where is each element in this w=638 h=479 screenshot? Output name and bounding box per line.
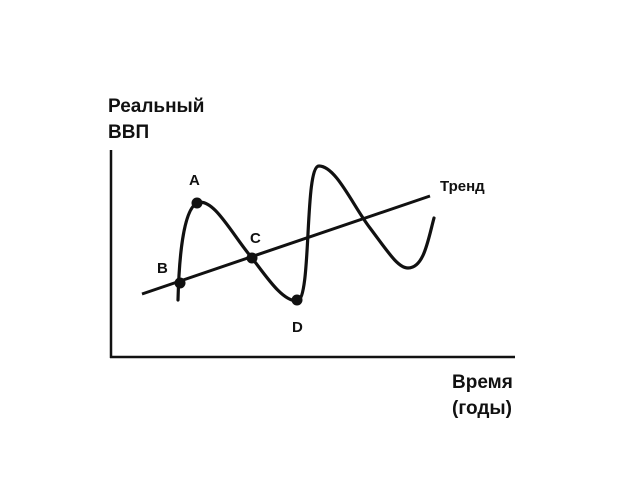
business-cycle-curve [176, 164, 436, 303]
point-a-label: A [189, 172, 200, 189]
trend-label: Тренд [440, 178, 485, 195]
point-d-label: D [292, 319, 303, 336]
point-a-marker [191, 197, 203, 209]
y-axis-label-line2: ВВП [108, 122, 149, 143]
point-d-marker [291, 294, 303, 306]
x-axis-label-line1: Время [452, 372, 513, 393]
x-axis-label-line2: (годы) [452, 398, 512, 419]
point-c-marker [246, 252, 258, 264]
y-axis-label-line1: Реальный [108, 96, 204, 117]
point-b-marker [174, 277, 186, 289]
trend-line [141, 194, 431, 296]
point-c-label: C [250, 230, 261, 247]
point-b-label: B [157, 260, 168, 277]
